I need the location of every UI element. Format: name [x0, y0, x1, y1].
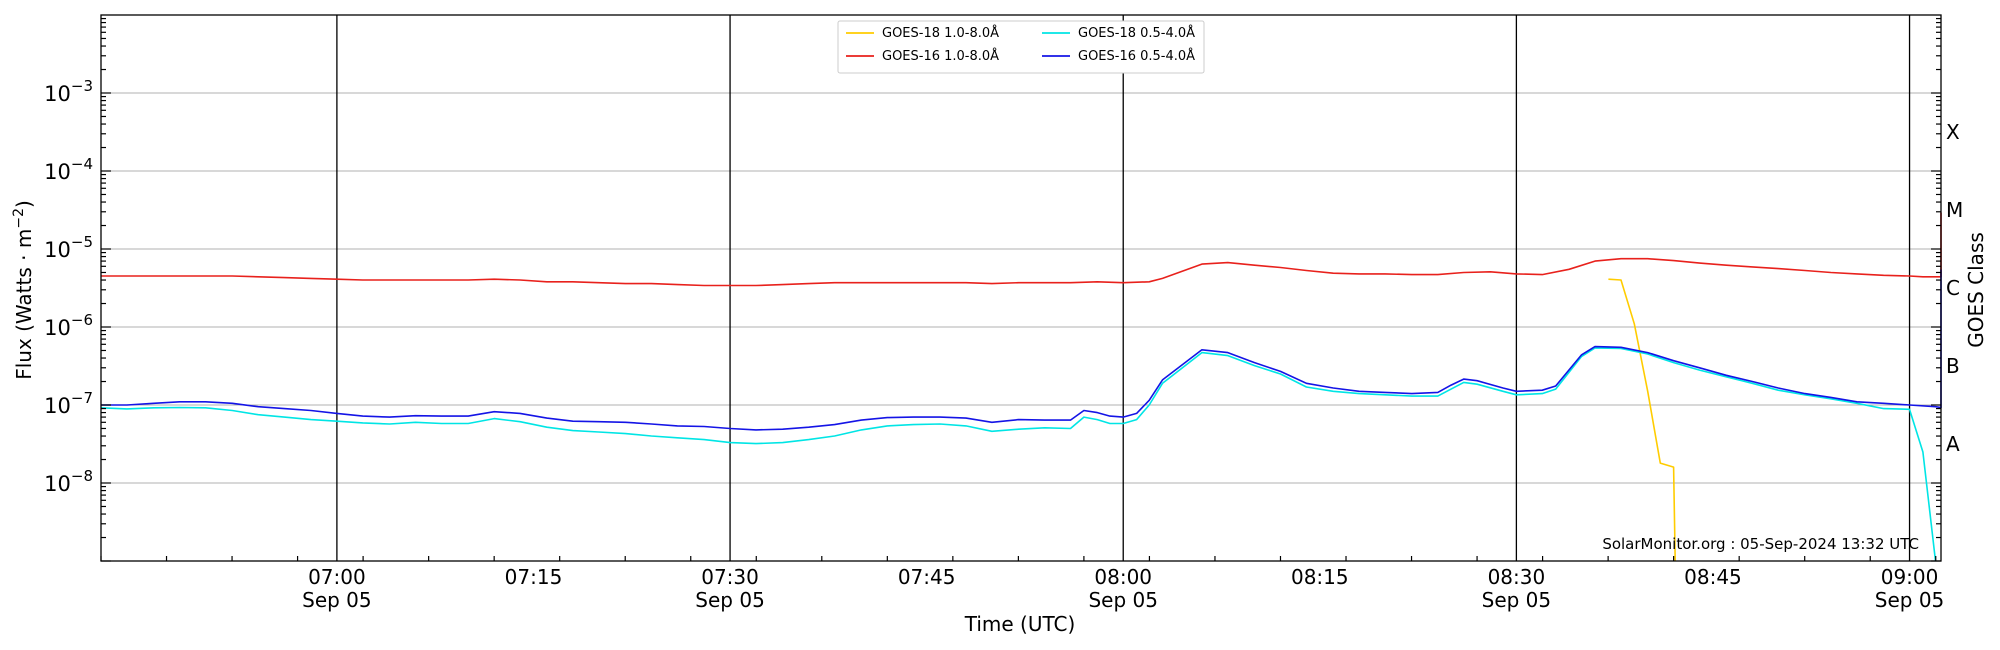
goes-class-label: A [1946, 432, 1960, 456]
series-line-2 [101, 212, 1942, 287]
plot-frame [100, 14, 1942, 562]
x-tick-date-label: Sep 05 [695, 588, 765, 612]
x-tick-time-label: 07:15 [505, 565, 563, 589]
y-tick-label: 10−7 [44, 389, 93, 418]
y-tick-label: 10−4 [44, 155, 93, 184]
y-tick-label: 10−6 [44, 311, 93, 340]
goes-class-labels: A B C M X [1946, 120, 1963, 456]
x-tick-date-label: Sep 05 [1482, 588, 1552, 612]
x-tick-time-label: 09:00 [1881, 565, 1939, 589]
series-lines [100, 212, 1942, 562]
x-tick-time-label: 08:45 [1684, 565, 1742, 589]
legend-label: GOES-18 0.5-4.0Å [1078, 25, 1195, 41]
x-tick-time-label: 07:00 [308, 565, 366, 589]
y-tick-label: 10−8 [44, 467, 93, 496]
x-tick-time-label: 07:45 [898, 565, 956, 589]
legend-label: GOES-16 1.0-8.0Å [882, 48, 999, 64]
goes-class-label: C [1946, 276, 1960, 300]
goes-class-label: X [1946, 120, 1960, 144]
x-tick-time-label: 07:30 [701, 565, 759, 589]
y2-axis-title: GOES Class [1964, 232, 1988, 348]
time-markers [336, 15, 1911, 561]
plot-border [100, 14, 1942, 562]
gridlines [101, 92, 1941, 484]
y-tick-label: 10−3 [44, 77, 93, 106]
x-tick-time-label: 08:15 [1291, 565, 1349, 589]
watermark: SolarMonitor.org : 05-Sep-2024 13:32 UTC [1602, 535, 1919, 553]
x-tick-time-label: 08:30 [1488, 565, 1546, 589]
x-tick-date-label: Sep 05 [1875, 588, 1945, 612]
x-axis-title: Time (UTC) [964, 612, 1076, 636]
legend-label: GOES-16 0.5-4.0Å [1078, 48, 1195, 64]
axis-ticks [100, 17, 1941, 562]
y-tick-labels: 10−8 10−7 10−6 10−5 10−4 10−3 [44, 77, 93, 496]
y-tick-label: 10−5 [44, 233, 93, 262]
x-tick-date-label: Sep 05 [1088, 588, 1158, 612]
legend: GOES-18 1.0-8.0Å GOES-16 1.0-8.0Å GOES-18 … [837, 20, 1205, 74]
y-axis-title: Flux (Watts · m−2) [11, 200, 36, 380]
legend-box [837, 20, 1205, 74]
x-tick-date-label: Sep 05 [302, 588, 372, 612]
goes-class-label: M [1946, 198, 1963, 222]
legend-label: GOES-18 1.0-8.0Å [882, 25, 999, 41]
goes-class-label: B [1946, 354, 1960, 378]
series-line-0 [1608, 278, 1676, 562]
series-line-3 [101, 269, 1942, 431]
x-tick-time-label: 08:00 [1094, 565, 1152, 589]
series-line-1 [100, 347, 1937, 562]
